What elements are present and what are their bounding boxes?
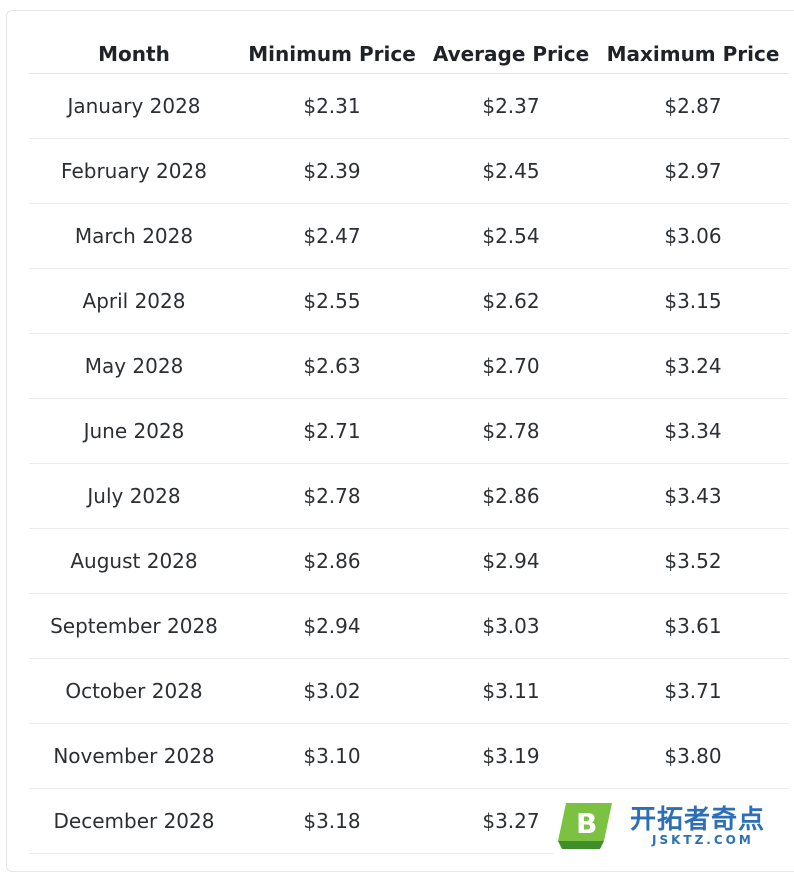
cell-maximum-price: $3.43	[597, 463, 789, 529]
site-name: 开拓者奇点	[630, 805, 766, 835]
cell-month: January 2028	[29, 73, 239, 139]
table-row: July 2028 $2.78 $2.86 $3.43	[29, 463, 789, 529]
cell-average-price: $2.37	[425, 73, 597, 139]
cell-average-price: $2.94	[425, 528, 597, 594]
cell-month: September 2028	[29, 593, 239, 659]
cell-month: July 2028	[29, 463, 239, 529]
cell-month: February 2028	[29, 138, 239, 204]
cell-minimum-price: $2.39	[239, 138, 425, 204]
cell-average-price: $2.70	[425, 333, 597, 399]
table-row: February 2028 $2.39 $2.45 $2.97	[29, 138, 789, 204]
table-row: May 2028 $2.63 $2.70 $3.24	[29, 333, 789, 399]
column-header-average-price: Average Price	[425, 35, 597, 74]
cell-average-price: $3.19	[425, 723, 597, 789]
cell-minimum-price: $2.55	[239, 268, 425, 334]
table-row: January 2028 $2.31 $2.37 $2.87	[29, 73, 789, 139]
cell-maximum-price: $3.61	[597, 593, 789, 659]
cell-maximum-price: $2.87	[597, 73, 789, 139]
cell-average-price: $2.62	[425, 268, 597, 334]
column-header-maximum-price: Maximum Price	[597, 35, 789, 74]
column-header-month: Month	[29, 35, 239, 74]
table-row: October 2028 $3.02 $3.11 $3.71	[29, 658, 789, 724]
cell-minimum-price: $3.02	[239, 658, 425, 724]
cell-maximum-price: $3.06	[597, 203, 789, 269]
cell-minimum-price: $3.10	[239, 723, 425, 789]
cell-maximum-price: $3.80	[597, 723, 789, 789]
cell-month: November 2028	[29, 723, 239, 789]
price-table: Month Minimum Price Average Price Maximu…	[29, 35, 789, 854]
cell-minimum-price: $2.63	[239, 333, 425, 399]
table-row: November 2028 $3.10 $3.19 $3.80	[29, 723, 789, 789]
cell-average-price: $2.45	[425, 138, 597, 204]
cell-average-price: $3.11	[425, 658, 597, 724]
cell-average-price: $2.86	[425, 463, 597, 529]
table-row: September 2028 $2.94 $3.03 $3.61	[29, 593, 789, 659]
cell-month: May 2028	[29, 333, 239, 399]
table-row: April 2028 $2.55 $2.62 $3.15	[29, 268, 789, 334]
cell-maximum-price: $3.52	[597, 528, 789, 594]
column-header-minimum-price: Minimum Price	[239, 35, 425, 74]
cell-average-price: $2.54	[425, 203, 597, 269]
cell-month: June 2028	[29, 398, 239, 464]
site-logo-icon: B	[558, 803, 612, 849]
cell-month: August 2028	[29, 528, 239, 594]
table-row: August 2028 $2.86 $2.94 $3.52	[29, 528, 789, 594]
cell-maximum-price: $3.15	[597, 268, 789, 334]
cell-maximum-price: $3.71	[597, 658, 789, 724]
table-row: March 2028 $2.47 $2.54 $3.06	[29, 203, 789, 269]
price-table-card: Month Minimum Price Average Price Maximu…	[6, 10, 794, 872]
cell-maximum-price: $3.24	[597, 333, 789, 399]
cell-maximum-price: $3.34	[597, 398, 789, 464]
cell-minimum-price: $2.71	[239, 398, 425, 464]
cell-minimum-price: $2.78	[239, 463, 425, 529]
cell-average-price: $3.03	[425, 593, 597, 659]
cell-month: December 2028	[29, 788, 239, 854]
cell-month: March 2028	[29, 203, 239, 269]
cell-average-price: $2.78	[425, 398, 597, 464]
cell-month: April 2028	[29, 268, 239, 334]
site-domain: JSKTZ.COM	[652, 833, 754, 847]
cell-minimum-price: $2.31	[239, 73, 425, 139]
cell-minimum-price: $2.94	[239, 593, 425, 659]
logo-letter: B	[576, 807, 597, 840]
cell-minimum-price: $3.18	[239, 788, 425, 854]
cell-month: October 2028	[29, 658, 239, 724]
table-row: June 2028 $2.71 $2.78 $3.34	[29, 398, 789, 464]
table-header-row: Month Minimum Price Average Price Maximu…	[29, 35, 789, 74]
table-body: January 2028 $2.31 $2.37 $2.87 February 2028…	[29, 73, 789, 854]
cell-minimum-price: $2.47	[239, 203, 425, 269]
cell-minimum-price: $2.86	[239, 528, 425, 594]
cell-maximum-price: $2.97	[597, 138, 789, 204]
site-watermark: B 开拓者奇点 JSKTZ.COM	[554, 795, 794, 854]
